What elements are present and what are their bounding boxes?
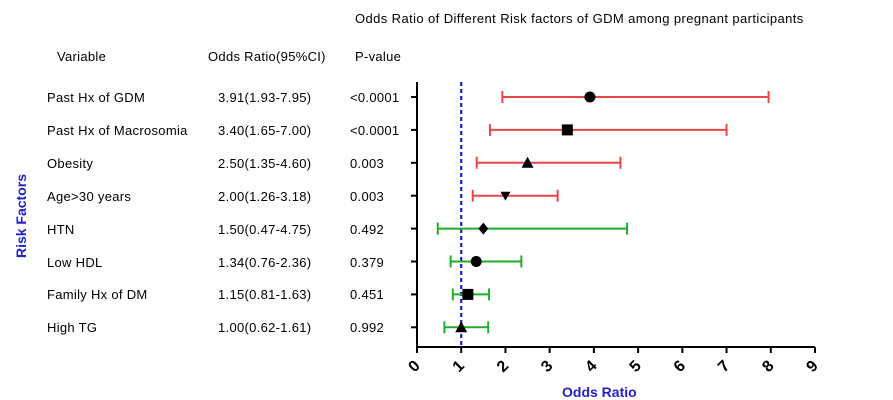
row-odds-ratio: 1.00(0.62-1.61): [218, 320, 312, 336]
row-odds-ratio: 3.40(1.65-7.00): [218, 122, 312, 138]
x-axis-label: Odds Ratio: [562, 384, 637, 400]
point-estimate: [478, 222, 489, 235]
x-tick-label: 5: [627, 357, 645, 375]
x-tick-label: 0: [405, 357, 423, 375]
point-estimate: [462, 288, 474, 300]
point-estimate: [455, 321, 468, 333]
row-p-value: 0.003: [350, 188, 385, 204]
row-odds-ratio: 1.15(0.81-1.63): [218, 287, 312, 303]
row-variable: Low HDL: [47, 254, 103, 270]
x-tick-label: 7: [715, 357, 733, 375]
x-tick-label: 1: [450, 357, 468, 375]
point-estimate: [500, 191, 511, 201]
row-variable: Age>30 years: [47, 188, 132, 204]
row-odds-ratio: 2.00(1.26-3.18): [218, 188, 312, 204]
column-header-odds-ratio: Odds Ratio(95%CI): [208, 49, 326, 64]
x-tick-label: 2: [494, 357, 512, 375]
row-p-value: 0.451: [350, 287, 385, 303]
row-variable: Family Hx of DM: [47, 287, 148, 303]
row-p-value: 0.992: [350, 320, 385, 336]
row-p-value: 0.379: [350, 254, 385, 270]
point-estimate: [470, 256, 482, 267]
x-tick-label: 3: [538, 357, 556, 375]
point-estimate: [584, 91, 596, 103]
row-p-value: <0.0001: [350, 122, 400, 138]
row-odds-ratio: 2.50(1.35-4.60): [218, 155, 312, 171]
row-odds-ratio: 1.50(0.47-4.75): [218, 221, 312, 237]
column-header-p-value: P-value: [355, 49, 402, 64]
x-tick-label: 4: [582, 357, 600, 375]
row-variable: High TG: [47, 320, 98, 336]
row-odds-ratio: 1.34(0.76-2.36): [218, 254, 312, 270]
x-tick-label: 9: [803, 357, 821, 375]
row-p-value: 0.492: [350, 221, 385, 237]
row-p-value: <0.0001: [350, 90, 400, 105]
point-estimate: [561, 124, 573, 136]
x-tick-label: 8: [759, 357, 777, 375]
x-tick-label: 6: [671, 357, 689, 375]
row-variable: Past Hx of Macrosomia: [47, 122, 188, 138]
row-odds-ratio: 3.91(1.93-7.95): [218, 90, 312, 105]
column-header-variable: Variable: [57, 49, 107, 64]
row-variable: HTN: [47, 221, 75, 237]
row-p-value: 0.003: [350, 155, 385, 171]
point-estimate: [521, 156, 534, 168]
chart-title: Odds Ratio of Different Risk factors of …: [355, 11, 804, 26]
row-variable: Past Hx of GDM: [47, 90, 146, 105]
row-variable: Obesity: [47, 155, 94, 171]
